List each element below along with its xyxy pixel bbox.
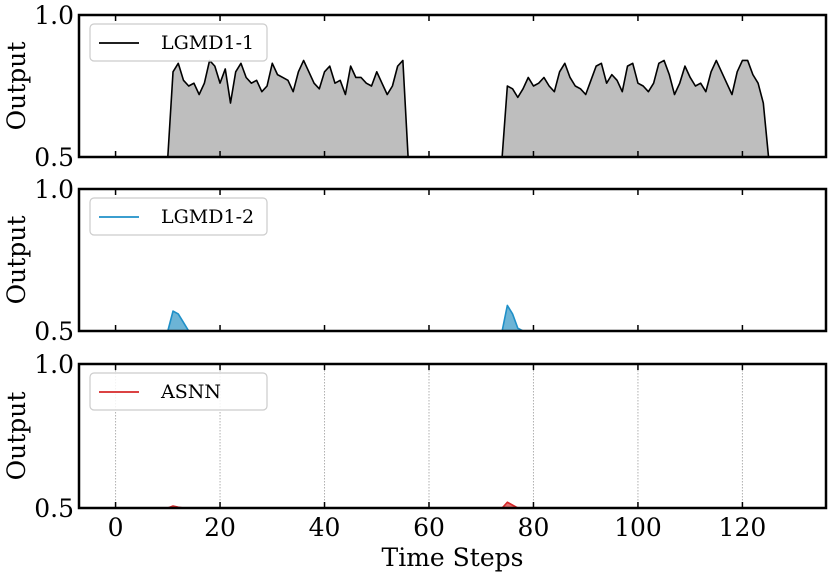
subplot-3: 0.5 1.0 0 20 40 60 80 100 120 Output Time Steps ASN… [2,350,828,572]
y-tick-label: 0.5 [34,143,74,172]
x-tick-label: 20 [204,513,236,542]
x-tick-label: 0 [108,513,124,542]
legend: LGMD1-2 [89,197,268,236]
axes-frame [77,362,828,510]
legend: LGMD1-1 [89,23,268,62]
y-tick-label: 1.0 [34,1,74,30]
legend-box [89,372,268,411]
x-tick-label: 120 [719,513,767,542]
legend-box [89,197,268,236]
y-tick-label: 1.0 [34,175,74,204]
y-axis-label: Output [2,42,31,131]
legend-box [89,23,268,62]
series-area-1 [115,60,790,157]
legend-label: ASNN [160,381,221,403]
y-tick-label: 0.5 [34,317,74,346]
axes-frame [77,187,828,333]
y-axis-label: Output [2,216,31,305]
x-tick-label: 100 [614,513,662,542]
legend-label: LGMD1-2 [161,206,254,228]
x-axis-label: Time Steps [382,543,524,572]
y-tick-label: 0.5 [34,494,74,523]
axes-frame [77,13,828,159]
y-axis-label: Output [2,392,31,481]
y-tick-label: 1.0 [34,350,74,379]
x-tick-label: 80 [518,513,550,542]
x-tick-label: 40 [309,513,341,542]
series-area-2 [115,305,790,331]
series-line-2 [115,304,790,332]
legend-label: LGMD1-1 [161,32,254,54]
legend: ASNN [89,372,268,411]
x-tick-label: 60 [413,513,445,542]
